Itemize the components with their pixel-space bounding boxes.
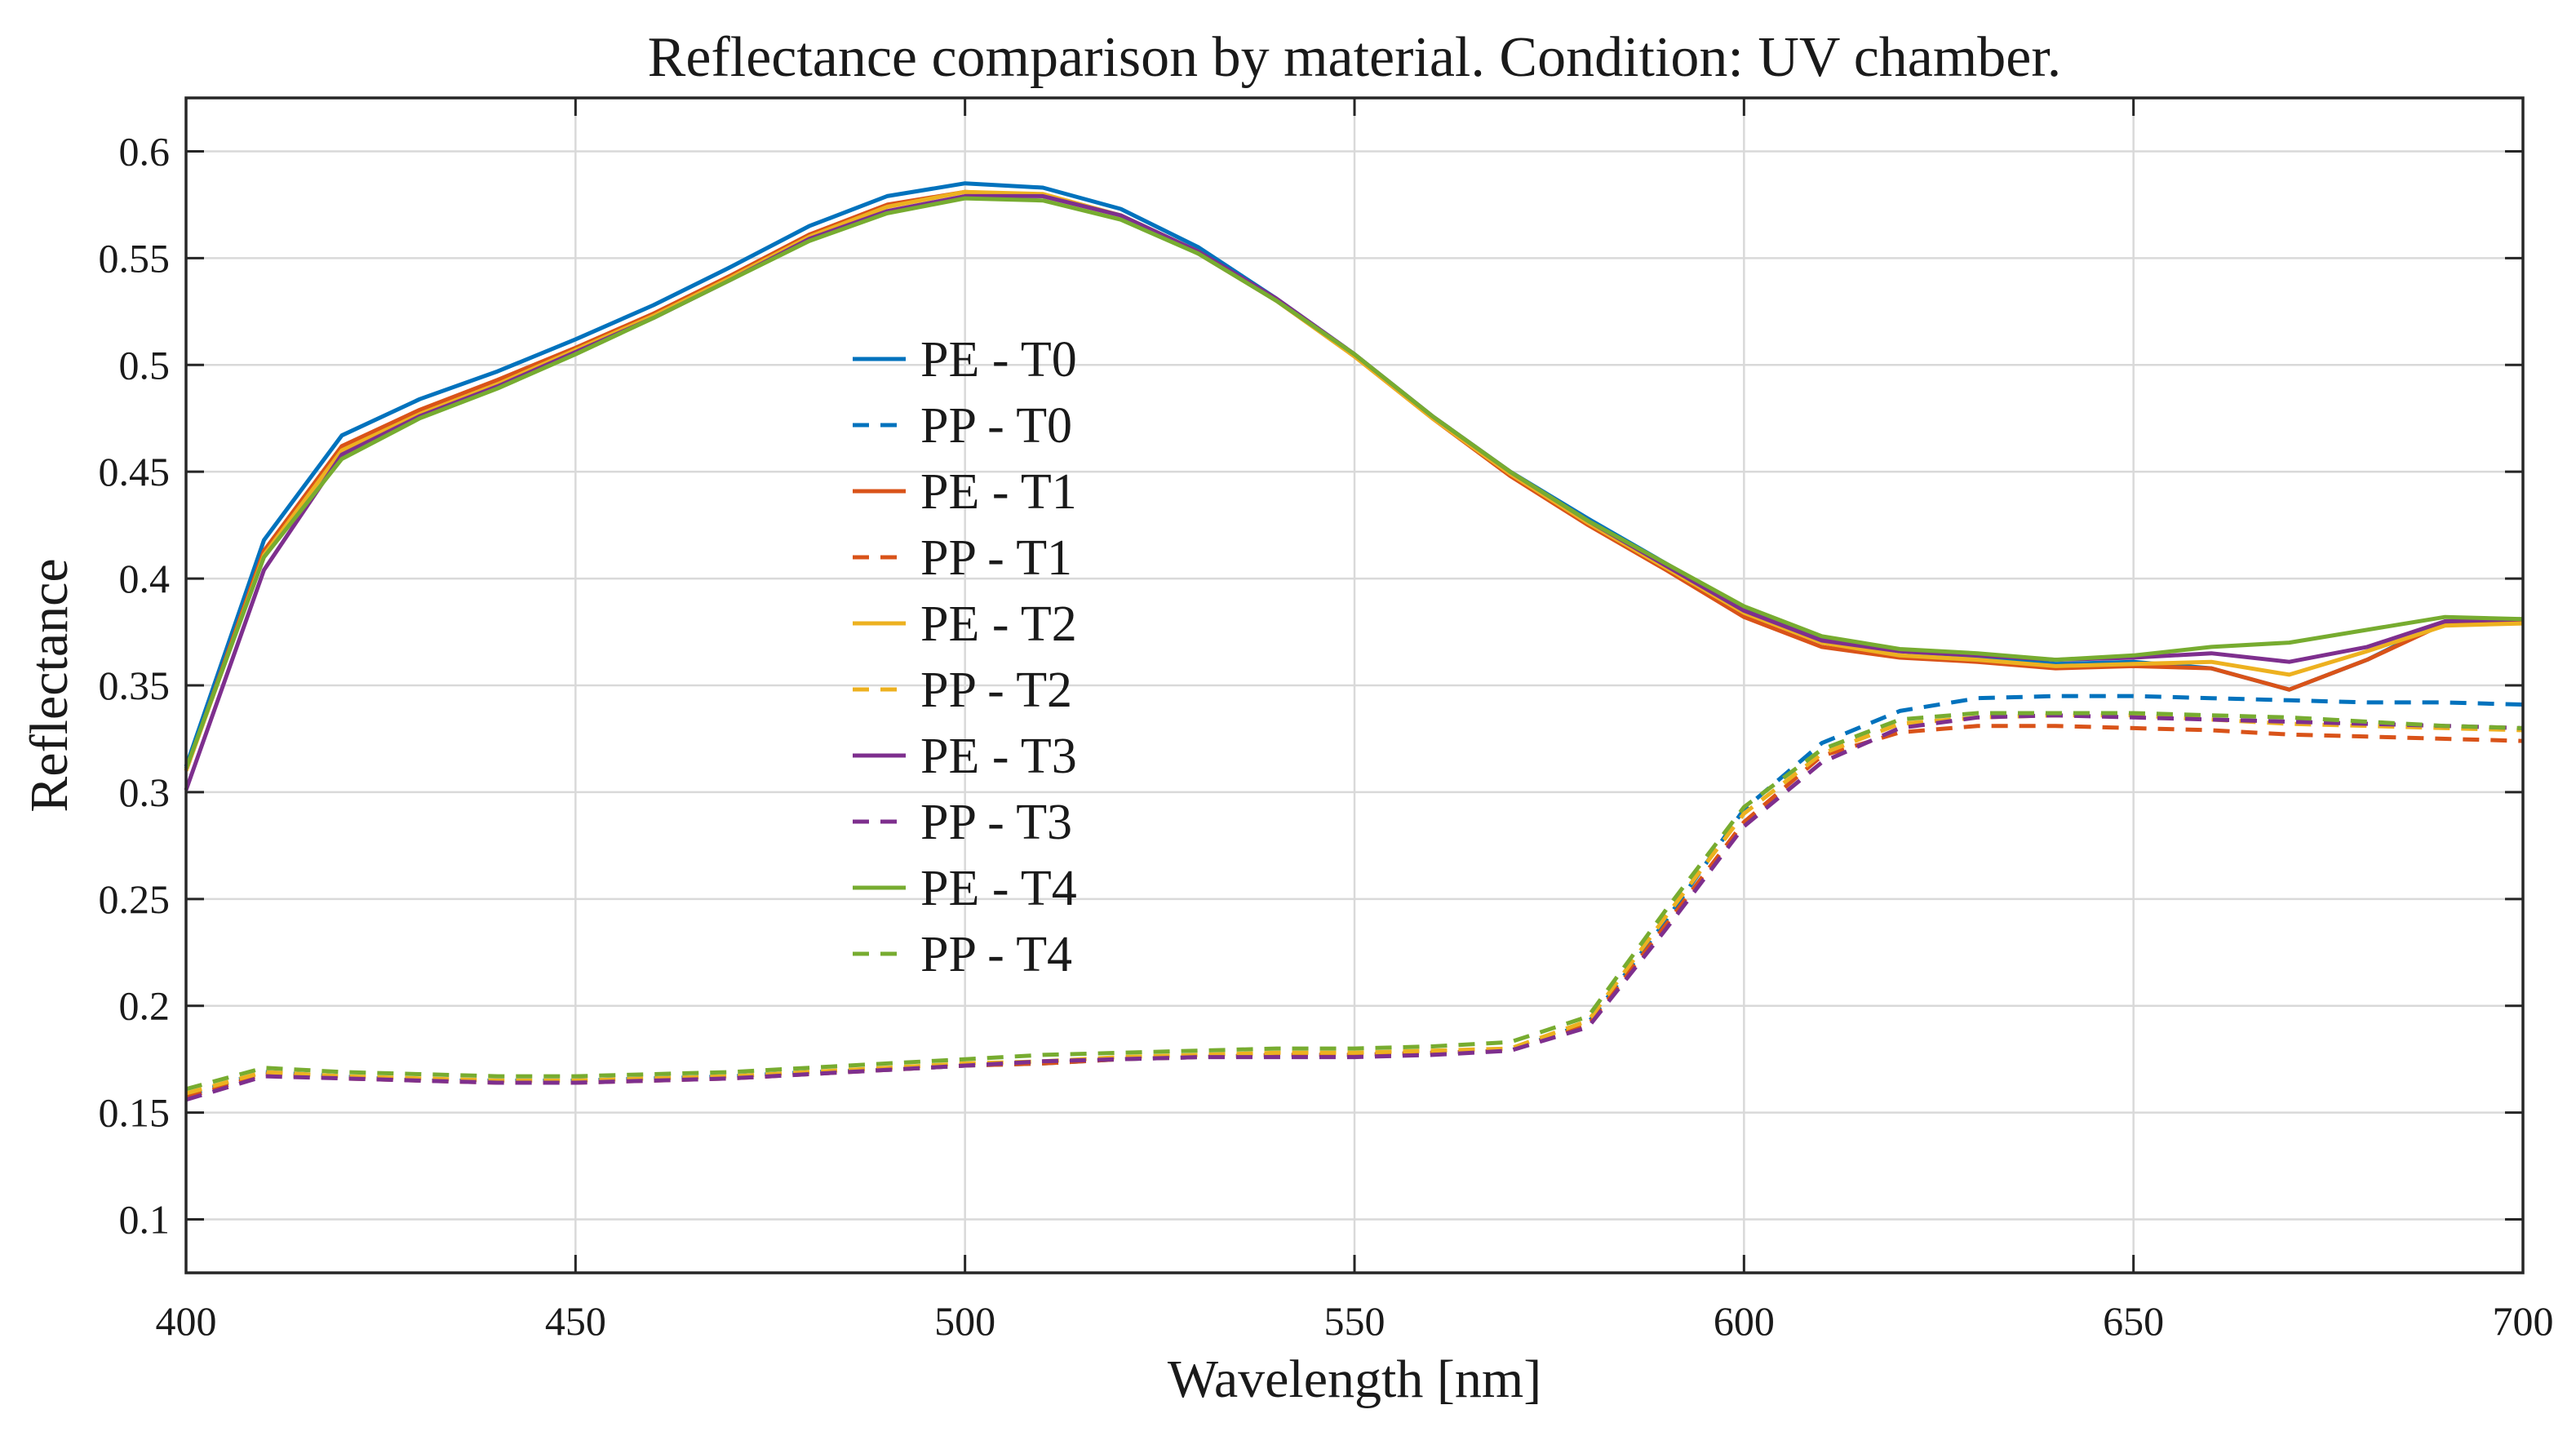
- legend-label: PP - T4: [920, 927, 1072, 982]
- x-tick-label: 500: [934, 1298, 995, 1344]
- y-tick-label: 0.2: [119, 983, 171, 1029]
- grid-lines: [184, 98, 2525, 1273]
- x-tick-label: 400: [156, 1298, 217, 1344]
- legend-label: PP - T3: [920, 795, 1072, 850]
- series-line-pp-t3: [185, 713, 2524, 1102]
- x-tick-label: 700: [2493, 1298, 2554, 1344]
- x-tick-label: 550: [1324, 1298, 1386, 1344]
- y-tick-label: 0.45: [99, 449, 171, 494]
- series-line-pp-t4: [185, 711, 2524, 1092]
- axis-ticks: [184, 98, 2525, 1273]
- y-tick-label: 0.5: [119, 342, 171, 388]
- series-line-pe-t4: [184, 196, 2524, 769]
- y-tick-label: 0.3: [119, 769, 171, 815]
- legend-label: PP - T0: [920, 398, 1072, 454]
- x-tick-label: 600: [1714, 1298, 1775, 1344]
- plot-series: [184, 181, 2524, 1102]
- legend-label: PP - T1: [920, 530, 1072, 586]
- y-tick-label: 0.4: [119, 556, 171, 601]
- y-tick-label: 0.25: [99, 876, 171, 922]
- legend-label: PE - T2: [920, 596, 1077, 652]
- legend-label: PP - T2: [920, 663, 1072, 718]
- chart-title: Reflectance comparison by material. Cond…: [648, 26, 2062, 89]
- x-tick-labels: 400 450 500 550 600 650 700: [156, 1298, 2554, 1344]
- y-tick-label: 0.6: [119, 128, 171, 174]
- legend-label: PE - T0: [920, 332, 1077, 388]
- legend-label: PE - T1: [920, 464, 1077, 520]
- y-tick-labels: 0.1 0.15 0.2 0.25 0.3 0.35 0.4 0.45 0.5 0.55 0.6: [99, 128, 171, 1242]
- y-axis-label: Reflectance: [20, 558, 79, 812]
- series-line-pp-t2: [185, 713, 2524, 1096]
- x-axis-label: Wavelength [nm]: [1168, 1350, 1541, 1409]
- y-tick-label: 0.55: [99, 235, 171, 281]
- legend-label: PE - T4: [920, 861, 1077, 916]
- y-tick-label: 0.15: [99, 1090, 171, 1136]
- y-tick-label: 0.1: [119, 1197, 171, 1243]
- legend-label: PE - T3: [920, 729, 1077, 784]
- legend: PE - T0 PP - T0 PE - T1 PP - T1 PE - T2 PP - …: [853, 332, 1077, 982]
- y-tick-label: 0.35: [99, 663, 171, 708]
- x-tick-label: 650: [2103, 1298, 2164, 1344]
- x-tick-label: 450: [545, 1298, 606, 1344]
